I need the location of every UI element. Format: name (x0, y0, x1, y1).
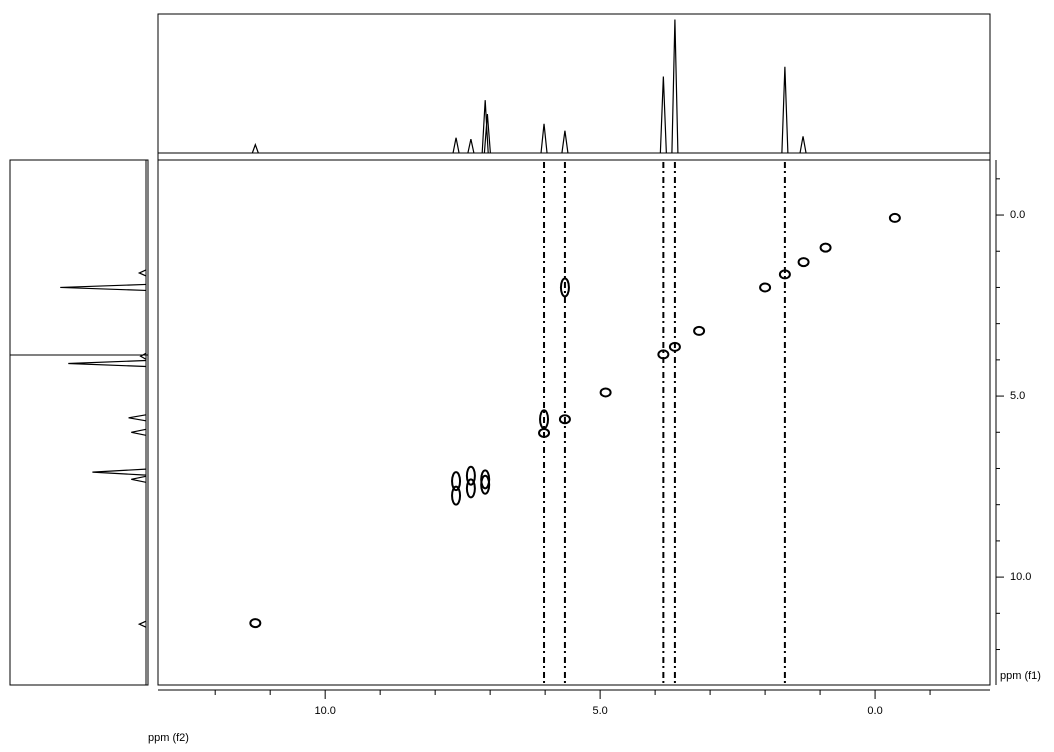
plot-frame (157, 159, 991, 686)
f1-peak (92, 468, 147, 476)
f2-peak (481, 100, 489, 154)
x-axis-label: ppm (f2) (148, 732, 189, 744)
f2-peak (483, 114, 491, 154)
f1-peak (139, 352, 147, 360)
y-tick-label: 10.0 (1010, 571, 1031, 583)
diagonal-peak (778, 269, 791, 280)
f2-peak (659, 76, 667, 154)
f1-peak (68, 359, 147, 368)
diagonal-peak (693, 325, 706, 336)
diagonal-peak (797, 257, 810, 268)
diagonal-peak (888, 212, 901, 223)
f2-peak (452, 137, 460, 154)
diagonal-peak (819, 242, 832, 253)
f1-peak (137, 620, 147, 628)
f1-peak (137, 269, 147, 277)
diagonal-peak (599, 387, 612, 398)
f1-projection-frame (9, 159, 149, 686)
f2-peak (251, 142, 259, 154)
x-tick-label: 10.0 (314, 705, 335, 717)
y-tick-label: 0.0 (1010, 209, 1025, 221)
f1-peak (131, 428, 147, 436)
cross-peak (451, 471, 462, 492)
cross-peak (539, 409, 550, 430)
f1-peak (60, 283, 147, 292)
diagonal-peak (249, 618, 262, 629)
f1-peak (131, 475, 147, 483)
f2-peak (781, 66, 789, 154)
cross-peak (451, 485, 462, 506)
diagonal-peak (668, 341, 681, 352)
x-tick-label: 5.0 (592, 705, 607, 717)
f2-peak (799, 136, 807, 154)
x-tick-label: 0.0 (867, 705, 882, 717)
f1-peak (128, 414, 147, 422)
f2-peak (671, 19, 679, 154)
diagonal-peak (558, 414, 571, 425)
diagonal-peak (657, 349, 670, 360)
f2-projection-frame (157, 13, 991, 161)
f2-peak (561, 130, 569, 154)
y-tick-label: 5.0 (1010, 390, 1025, 402)
f2-peak (540, 123, 548, 154)
f2-peak (467, 138, 475, 154)
cross-peak (465, 465, 476, 486)
cross-peak (559, 277, 570, 298)
y-axis-label: ppm (f1) (1000, 670, 1041, 682)
cross-peak (465, 478, 476, 499)
diagonal-peak (759, 282, 772, 293)
cross-peak (480, 469, 491, 490)
